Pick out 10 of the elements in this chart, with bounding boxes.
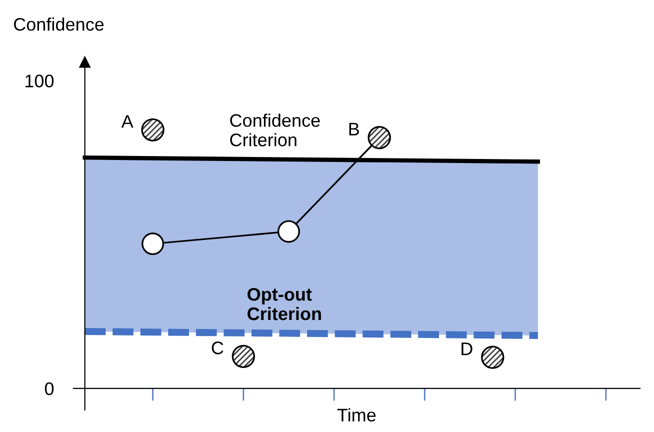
data-label: A [121, 115, 134, 128]
y-tick-label: 100 [26, 74, 54, 88]
data-label: D [462, 342, 472, 356]
annotation: Confidence Criterion [230, 114, 320, 146]
data-label: C [212, 342, 224, 354]
y-tick-label: 0 [44, 382, 54, 396]
x-axis-title: Time [337, 408, 376, 422]
y-axis-title: Confidence [14, 18, 104, 31]
annotation: Opt-out Criterion [248, 288, 321, 320]
data-label: B [349, 122, 359, 136]
